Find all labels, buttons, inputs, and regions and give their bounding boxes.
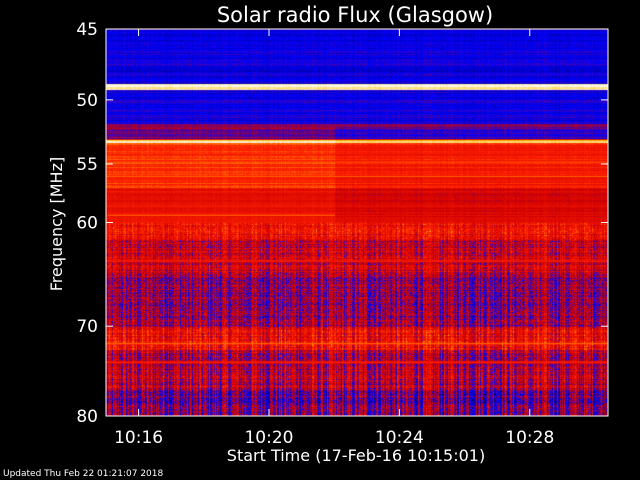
spectrogram-image: [106, 29, 608, 416]
y-axis: 45 50 55 60 70 80: [76, 20, 608, 427]
y-tick-label: 60: [76, 214, 98, 234]
y-tick-label: 70: [76, 317, 98, 337]
y-tick-label: 45: [76, 20, 98, 40]
updated-timestamp: Updated Thu Feb 22 01:21:07 2018: [3, 469, 164, 479]
y-tick-label: 80: [76, 407, 98, 427]
x-tick-label: 10:16: [114, 428, 163, 448]
x-tick-label: 10:24: [375, 428, 424, 448]
x-axis: 10:16 10:20 10:24 10:28: [114, 29, 554, 448]
y-tick-label: 50: [76, 91, 98, 111]
x-axis-label: Start Time (17-Feb-16 10:15:01): [227, 446, 485, 465]
y-axis-label: Frequency [MHz]: [47, 157, 66, 291]
chart-title: Solar radio Flux (Glasgow): [217, 3, 493, 27]
spectrogram-plot-area: [106, 29, 608, 416]
x-tick-label: 10:28: [505, 428, 554, 448]
x-tick-label: 10:20: [244, 428, 293, 448]
y-tick-label: 55: [76, 155, 98, 175]
